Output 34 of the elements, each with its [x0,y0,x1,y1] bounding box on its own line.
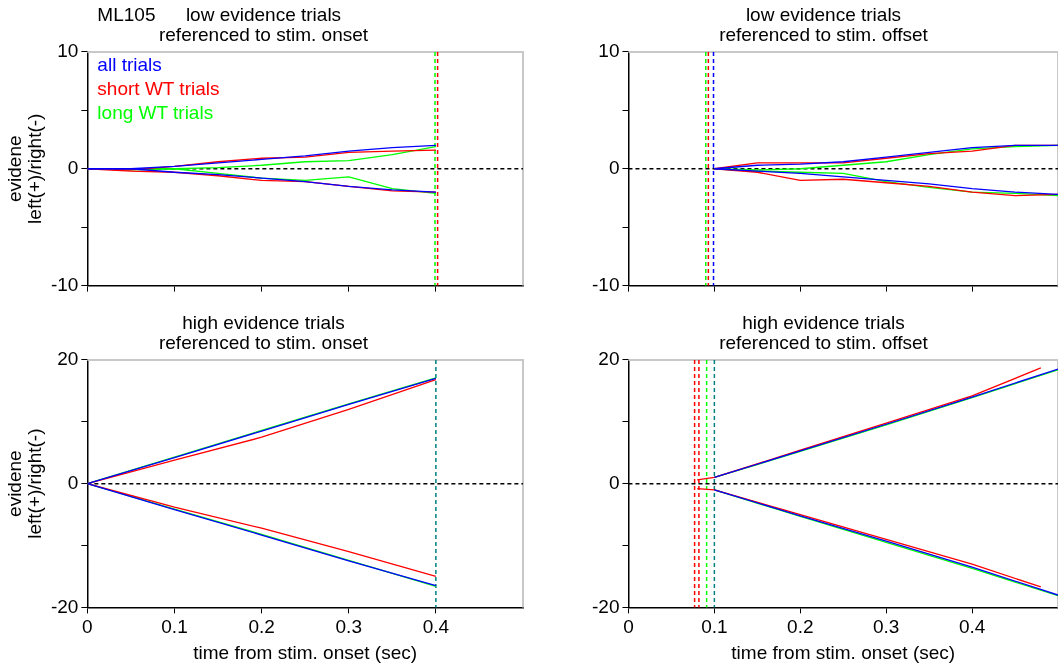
x-tick-label: 0.3 [335,616,362,638]
text: ML105 [97,3,156,25]
y-tick-label: 10 [598,40,620,62]
x-tick-label: 0.1 [701,616,728,638]
y-tick-label: 0 [608,471,620,493]
y-tick-label: 20 [57,348,79,370]
x-axis-title: time from stim. onset (sec) [731,641,956,663]
chart-title: high evidence trials referenced to stim. offset [719,312,929,354]
x-tick-label: 0.3 [872,616,900,638]
text: all trials [97,53,162,75]
x-tick-label: 0.1 [161,616,188,638]
y-tick-label: -20 [591,595,620,617]
chart-title: low evidence trials referenced to stim. offset [719,4,929,46]
text: long WT trials [97,101,214,123]
chart-title: low evidence trials referenced to stim. onset [158,4,369,46]
x-axis-title: time from stim. onset (sec) [193,641,418,663]
y-axis-title: evidene left(+)/right(-) [4,428,46,539]
y-tick-label: -10 [591,273,620,295]
x-tick-label: 0 [623,616,634,638]
y-tick-label: -10 [50,273,79,295]
chart-title: high evidence trials referenced to stim. onset [158,312,369,354]
x-tick-label: 0.2 [787,616,814,638]
y-tick-label: 0 [608,156,620,178]
y-tick-label: -20 [50,595,79,617]
y-tick-label: 10 [57,40,79,62]
x-tick-label: 0.4 [958,616,986,638]
y-tick-label: 20 [598,348,620,370]
x-tick-label: 0 [82,616,93,638]
y-tick-label: 0 [67,471,79,493]
x-tick-label: 0.2 [248,616,275,638]
x-tick-label: 0.4 [422,616,450,638]
text: short WT trials [97,77,220,99]
y-tick-label: 0 [67,156,79,178]
y-axis-title: evidene left(+)/right(-) [4,113,46,224]
